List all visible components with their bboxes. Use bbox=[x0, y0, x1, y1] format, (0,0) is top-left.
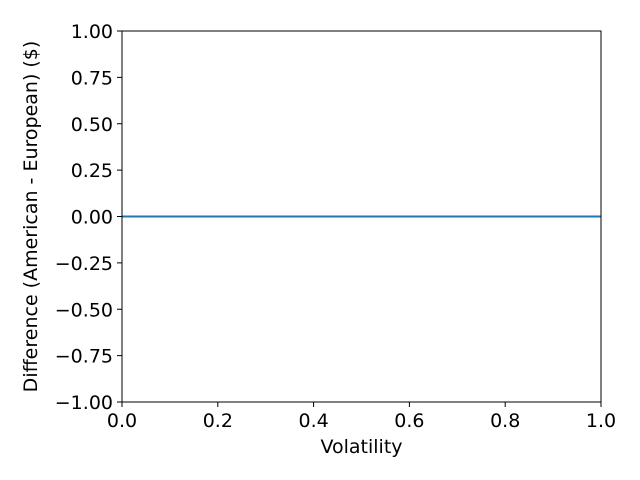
y-tick-label: −1.00 bbox=[55, 392, 113, 414]
x-axis: 0.0 0.2 0.4 0.6 0.8 1.0 bbox=[107, 402, 616, 432]
x-tick-label: 0.6 bbox=[394, 410, 424, 432]
y-tick-label: −0.75 bbox=[55, 346, 113, 368]
x-tick-label: 0.4 bbox=[298, 410, 328, 432]
y-tick-label: 0.75 bbox=[71, 67, 113, 89]
y-tick-label: 0.00 bbox=[71, 207, 113, 229]
y-tick-label: −0.50 bbox=[55, 299, 113, 321]
x-tick-label: 0.8 bbox=[490, 410, 520, 432]
y-tick-label: 0.50 bbox=[71, 114, 113, 136]
y-axis-label: Difference (American - European) ($) bbox=[20, 41, 42, 393]
x-tick-label: 1.0 bbox=[586, 410, 616, 432]
x-tick-label: 0.2 bbox=[203, 410, 233, 432]
y-tick-label: 0.25 bbox=[71, 160, 113, 182]
x-axis-label: Volatility bbox=[320, 436, 402, 458]
x-tick-label: 0.0 bbox=[107, 410, 137, 432]
y-tick-label: 1.00 bbox=[71, 21, 113, 43]
y-tick-label: −0.25 bbox=[55, 253, 113, 275]
y-axis: −1.00 −0.75 −0.50 −0.25 0.00 0.25 0.50 0.75 1.00 bbox=[55, 21, 122, 414]
